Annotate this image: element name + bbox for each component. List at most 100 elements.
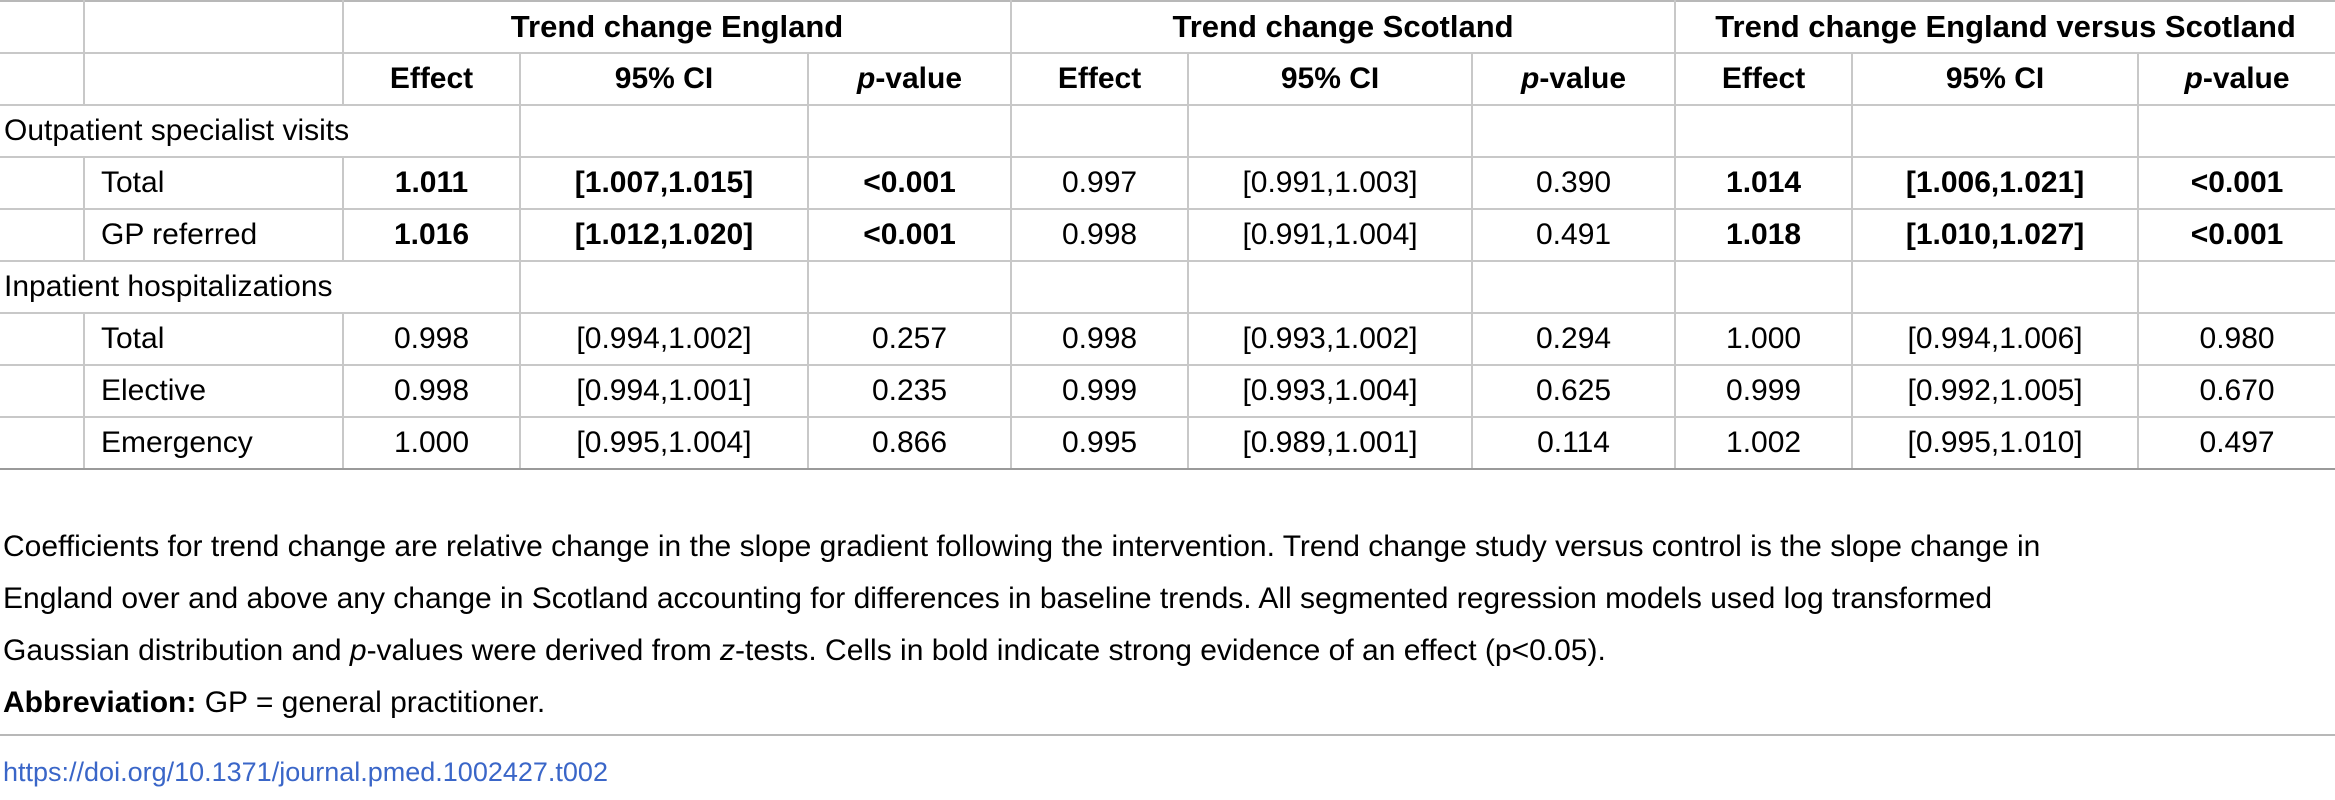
abbreviation-label: Abbreviation:: [3, 686, 197, 719]
group-header-england: Trend change England: [341, 0, 1013, 54]
effect-cell-versus: 0.999: [1674, 364, 1854, 418]
row-label: Elective: [83, 364, 344, 418]
ci-cell-versus: [1.010,1.027]: [1851, 208, 2140, 262]
group-header-scotland: Trend change Scotland: [1010, 0, 1677, 54]
row-label: Total: [83, 312, 344, 366]
footnote-line: England over and above any change in Sco…: [3, 582, 1993, 615]
section-label: Outpatient specialist visits: [0, 104, 349, 158]
effect-cell-scotland: 0.998: [1010, 312, 1190, 366]
col-header-effect: Effect: [1010, 52, 1190, 106]
col-header-ci: 95% CI: [519, 52, 809, 106]
ci-cell-scotland: [0.993,1.004]: [1187, 364, 1474, 418]
empty-cell: [1674, 260, 1854, 314]
footnote-line: Coefficients for trend change are relati…: [3, 530, 2041, 563]
empty-cell: [1187, 104, 1474, 158]
p-value-cell-versus: 0.497: [2137, 416, 2335, 470]
col-header-p-value: p-value: [1471, 52, 1677, 106]
doi-link[interactable]: https://doi.org/10.1371/journal.pmed.100…: [3, 757, 608, 787]
p-value-cell-england: 0.257: [806, 312, 1013, 366]
empty-cell: [343, 104, 521, 158]
row-label: Emergency: [83, 416, 344, 470]
ci-cell-versus: [0.992,1.005]: [1851, 364, 2140, 418]
group-header-versus: Trend change England versus Scotland: [1674, 0, 2335, 54]
empty-cell: [1471, 104, 1677, 158]
empty-cell: [519, 260, 809, 314]
ci-cell-scotland: [0.991,1.004]: [1187, 208, 1474, 262]
p-value-cell-versus: <0.001: [2137, 156, 2335, 210]
ci-cell-versus: [1.006,1.021]: [1851, 156, 2140, 210]
effect-cell-versus: 1.014: [1674, 156, 1854, 210]
effect-cell-england: 1.000: [342, 416, 521, 470]
col-header-p-value: p-value: [2137, 52, 2335, 106]
col-header-ci: 95% CI: [1187, 52, 1474, 106]
abbreviation-note: Abbreviation: GP = general practitioner.: [3, 677, 2328, 729]
empty-cell: [1851, 104, 2140, 158]
col-header-p-value: p-value: [806, 52, 1013, 106]
p-value-cell-scotland: 0.294: [1471, 312, 1677, 366]
row-label: GP referred: [83, 208, 344, 262]
footnote-line: Gaussian distribution and p-values were …: [3, 634, 1606, 667]
effect-cell-scotland: 0.995: [1010, 416, 1190, 470]
effect-cell-england: 1.016: [342, 208, 521, 262]
empty-cell: [806, 104, 1013, 158]
ci-cell-england: [1.007,1.015]: [519, 156, 809, 210]
section-label: Inpatient hospitalizations: [0, 260, 343, 314]
empty-cell: [1674, 104, 1854, 158]
empty-cell: [806, 260, 1013, 314]
effect-cell-versus: 1.002: [1674, 416, 1854, 470]
ci-cell-england: [0.995,1.004]: [519, 416, 809, 470]
indent-cell: [0, 364, 85, 418]
effect-cell-scotland: 0.997: [1010, 156, 1190, 210]
p-value-cell-england: <0.001: [806, 156, 1013, 210]
section-row: Outpatient specialist visits: [0, 104, 2335, 158]
col-header-effect: Effect: [342, 52, 521, 106]
empty-cell: [1187, 260, 1474, 314]
p-value-cell-versus: 0.980: [2137, 312, 2335, 366]
ci-cell-scotland: [0.991,1.003]: [1187, 156, 1474, 210]
effect-cell-scotland: 0.998: [1010, 208, 1190, 262]
row-label: Total: [83, 156, 344, 210]
p-value-cell-england: <0.001: [806, 208, 1013, 262]
indent-cell: [0, 208, 85, 262]
effect-cell-versus: 1.018: [1674, 208, 1854, 262]
p-value-cell-versus: 0.670: [2137, 364, 2335, 418]
empty-cell: [519, 104, 809, 158]
table-row: Total 1.011 [1.007,1.015] <0.001 0.997 [0.991…: [0, 156, 2335, 210]
p-value-cell-england: 0.235: [806, 364, 1013, 418]
col-header-effect: Effect: [1674, 52, 1854, 106]
effect-cell-england: 0.998: [342, 312, 521, 366]
ci-cell-versus: [0.994,1.006]: [1851, 312, 2140, 366]
effect-cell-england: 0.998: [342, 364, 521, 418]
column-header-row: Effect 95% CI p-value Effect 95% CI p-va…: [0, 52, 2335, 106]
ci-cell-england: [0.994,1.002]: [519, 312, 809, 366]
ci-cell-scotland: [0.993,1.002]: [1187, 312, 1474, 366]
effect-cell-scotland: 0.999: [1010, 364, 1190, 418]
ci-cell-scotland: [0.989,1.001]: [1187, 416, 1474, 470]
abbreviation-text: GP = general practitioner.: [196, 686, 546, 719]
empty-cell: [2137, 104, 2335, 158]
indent-cell: [0, 156, 85, 210]
effect-cell-versus: 1.000: [1674, 312, 1854, 366]
col-header-ci: 95% CI: [1851, 52, 2140, 106]
ci-cell-england: [1.012,1.020]: [519, 208, 809, 262]
table-row: Emergency 1.000 [0.995,1.004] 0.866 0.995 [0.…: [0, 416, 2335, 470]
p-value-cell-versus: <0.001: [2137, 208, 2335, 262]
empty-cell: [343, 260, 521, 314]
indent-cell: [0, 416, 85, 470]
p-value-cell-england: 0.866: [806, 416, 1013, 470]
empty-cell: [1010, 104, 1190, 158]
table-row: Total 0.998 [0.994,1.002] 0.257 0.998 [0.993,…: [0, 312, 2335, 366]
p-value-cell-scotland: 0.390: [1471, 156, 1677, 210]
ci-cell-england: [0.994,1.001]: [519, 364, 809, 418]
p-value-cell-scotland: 0.491: [1471, 208, 1677, 262]
p-value-cell-scotland: 0.114: [1471, 416, 1677, 470]
group-header-row: Trend change England Trend change Scotla…: [0, 0, 2335, 54]
effect-cell-england: 1.011: [342, 156, 521, 210]
ci-cell-versus: [0.995,1.010]: [1851, 416, 2140, 470]
empty-cell: [1851, 260, 2140, 314]
section-row: Inpatient hospitalizations: [0, 260, 2335, 314]
empty-cell: [1010, 260, 1190, 314]
table-row: Elective 0.998 [0.994,1.001] 0.235 0.999 [0.9…: [0, 364, 2335, 418]
empty-cell: [2137, 260, 2335, 314]
results-table: Trend change England Trend change Scotla…: [0, 0, 2335, 470]
